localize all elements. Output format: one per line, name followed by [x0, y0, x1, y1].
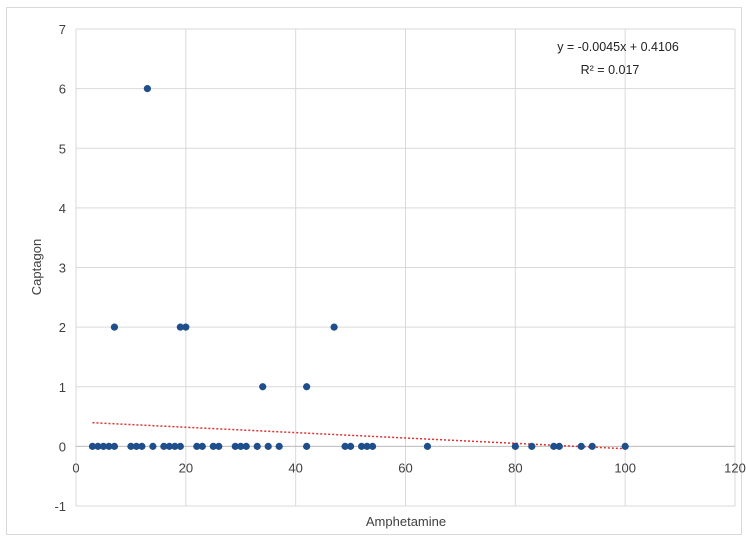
y-tick-label: 0 — [59, 439, 66, 454]
data-point — [357, 442, 366, 450]
data-point — [171, 442, 179, 450]
data-point — [528, 442, 536, 450]
data-point — [94, 442, 102, 450]
data-point — [209, 442, 217, 450]
y-tick-label: 7 — [59, 22, 66, 37]
data-point — [330, 323, 338, 331]
y-axis-title: Captagon — [29, 239, 44, 295]
x-tick-labels: 0 20 40 60 80 100 120 — [72, 460, 745, 475]
y-tick-label: 1 — [59, 380, 66, 395]
x-tick-label: 0 — [72, 460, 79, 475]
x-tick-label: 60 — [398, 460, 412, 475]
trendline-equation: y = -0.0045x + 0.4106 — [557, 40, 679, 54]
data-point — [176, 442, 184, 450]
data-point — [264, 442, 272, 450]
data-point — [242, 442, 250, 450]
gridlines — [75, 28, 736, 507]
data-point — [511, 442, 519, 450]
y-tick-label: 6 — [59, 82, 66, 97]
r-squared-label: R² = 0.017 — [581, 63, 640, 77]
data-point — [132, 442, 141, 450]
data-point — [88, 442, 97, 450]
data-point — [193, 442, 201, 450]
data-point — [182, 323, 190, 331]
y-tick-label: -1 — [54, 499, 66, 514]
data-point — [275, 442, 283, 450]
data-point — [550, 442, 558, 450]
data-point — [176, 323, 184, 331]
data-point — [346, 442, 355, 450]
data-point — [368, 442, 377, 450]
trendline — [92, 421, 626, 450]
y-tick-label: 5 — [59, 141, 66, 156]
data-point — [149, 442, 157, 450]
data-point — [231, 442, 239, 450]
data-point — [110, 323, 119, 331]
data-point — [105, 442, 113, 450]
data-point — [138, 442, 146, 450]
data-point — [110, 442, 119, 450]
data-point — [555, 442, 563, 450]
data-point — [577, 442, 585, 450]
x-tick-label: 100 — [614, 460, 636, 475]
data-point — [160, 442, 168, 450]
x-tick-label: 40 — [288, 460, 302, 475]
data-point — [215, 442, 223, 450]
data-point — [259, 383, 267, 391]
x-tick-label: 20 — [179, 460, 193, 475]
data-point — [198, 442, 206, 450]
data-points — [88, 85, 629, 450]
data-point — [363, 442, 371, 450]
data-point — [423, 442, 432, 450]
data-point — [303, 383, 311, 391]
data-point — [588, 442, 596, 450]
data-point — [621, 442, 629, 450]
x-axis-title: Amphetamine — [366, 514, 446, 529]
y-tick-label: 4 — [59, 201, 66, 216]
data-point — [127, 442, 135, 450]
data-point — [303, 442, 311, 450]
y-tick-labels: -1 0 1 2 3 4 5 6 7 — [54, 22, 66, 514]
data-point — [143, 85, 151, 93]
y-tick-label: 3 — [59, 261, 66, 276]
data-point — [253, 442, 261, 450]
data-point — [99, 442, 108, 450]
data-point — [165, 442, 173, 450]
data-point — [237, 442, 245, 450]
x-tick-label: 80 — [508, 460, 522, 475]
x-tick-label: 120 — [724, 460, 746, 475]
y-tick-label: 2 — [59, 320, 66, 335]
data-point — [341, 442, 349, 450]
